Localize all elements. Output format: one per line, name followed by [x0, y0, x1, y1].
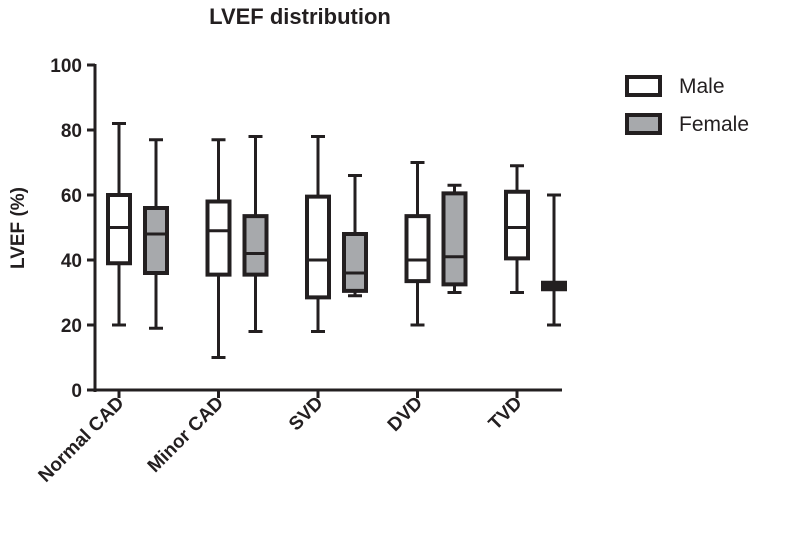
box-iqr: [441, 191, 468, 287]
box-male: [205, 138, 232, 359]
box-female: [143, 138, 169, 330]
legend-swatch-male: [625, 75, 662, 97]
box-male: [106, 122, 132, 327]
x-tick-label: DVD: [384, 393, 427, 436]
box-iqr: [106, 193, 132, 266]
chart-title: LVEF distribution: [209, 4, 391, 29]
y-tick-label: 100: [50, 56, 82, 77]
y-tick-label: 40: [61, 251, 82, 272]
box-iqr: [242, 214, 269, 277]
box-iqr: [504, 189, 530, 261]
x-tick-label: Minor CAD: [144, 393, 228, 477]
box-female: [342, 174, 368, 298]
y-axis-label: LVEF (%): [8, 187, 29, 269]
legend-swatch-female: [625, 113, 662, 135]
y-tick-label: 20: [61, 316, 82, 337]
box-iqr: [404, 214, 431, 284]
box-iqr: [342, 232, 368, 293]
box-female: [441, 183, 468, 294]
y-tick-label: 80: [61, 121, 82, 142]
box-iqr: [143, 206, 169, 275]
box-female: [541, 193, 567, 327]
x-tick-label: TVD: [485, 393, 527, 435]
box-iqr: [205, 199, 232, 277]
box-male: [504, 164, 530, 294]
x-tick-label: Normal CAD: [35, 393, 129, 487]
x-tick-label: SVD: [285, 393, 327, 435]
box-male: [404, 161, 431, 327]
box-female: [242, 135, 269, 333]
box-iqr: [305, 194, 331, 300]
legend-label-male: Male: [679, 75, 725, 98]
y-tick-label: 60: [61, 186, 82, 207]
legend-label-female: Female: [679, 113, 749, 136]
y-tick-label: 0: [71, 381, 82, 402]
box-male: [305, 135, 331, 333]
